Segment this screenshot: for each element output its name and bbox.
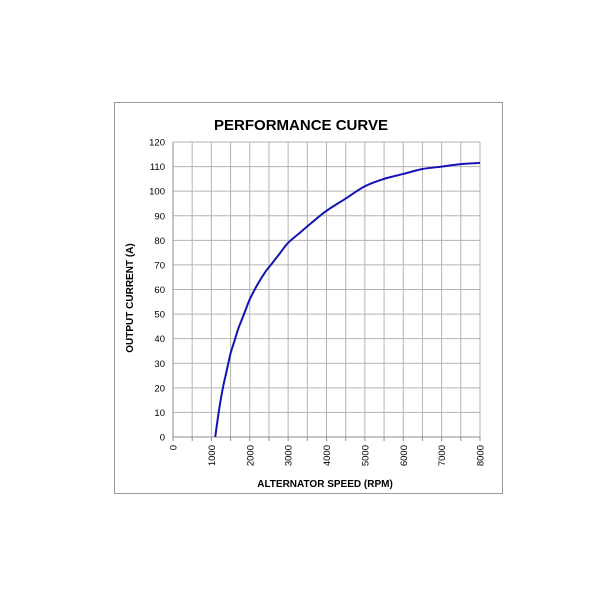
chart-frame: PERFORMANCE CURVE 0 10 20 30 40 50 60 70 80 90 100… [114, 102, 503, 494]
x-tick-label: 6000 [399, 445, 410, 466]
y-tick-label: 60 [154, 285, 165, 296]
grid [173, 141, 481, 437]
y-tick-label: 100 [149, 187, 165, 198]
chart-title: PERFORMANCE CURVE [214, 117, 388, 134]
y-tick-label: 110 [150, 162, 165, 173]
y-tick-label: 120 [149, 138, 165, 149]
x-tick-label: 4000 [322, 445, 333, 466]
axes [172, 142, 481, 441]
y-tick-label: 40 [154, 334, 165, 345]
x-tick-label: 7000 [437, 445, 448, 466]
x-tick-label: 2000 [245, 445, 256, 466]
x-tick-label: 0 [169, 445, 180, 450]
y-tick-label: 90 [154, 211, 165, 222]
series-line-output-current [214, 161, 481, 438]
y-tick-label: 10 [154, 408, 165, 419]
series-layer [214, 161, 481, 438]
x-tick-labels: 0 1000 2000 3000 4000 5000 6000 7000 8000 [169, 445, 487, 466]
x-tick-label: 5000 [360, 445, 371, 466]
x-tick-label: 1000 [207, 445, 218, 466]
y-tick-label: 30 [154, 359, 165, 370]
x-axis-label: ALTERNATOR SPEED (RPM) [257, 479, 393, 490]
y-tick-label: 80 [154, 236, 165, 247]
y-tick-label: 20 [154, 383, 165, 394]
y-tick-label: 0 [160, 433, 165, 444]
x-tick-label: 8000 [476, 445, 487, 466]
x-tick-label: 3000 [284, 445, 295, 466]
y-axis-label: OUTPUT CURRENT (A) [125, 243, 136, 352]
y-tick-label: 70 [154, 260, 165, 271]
y-tick-labels: 0 10 20 30 40 50 60 70 80 90 100 110 120 [149, 138, 165, 444]
y-tick-label: 50 [154, 310, 165, 321]
performance-chart: PERFORMANCE CURVE 0 10 20 30 40 50 60 70 80 90 100… [125, 117, 487, 490]
